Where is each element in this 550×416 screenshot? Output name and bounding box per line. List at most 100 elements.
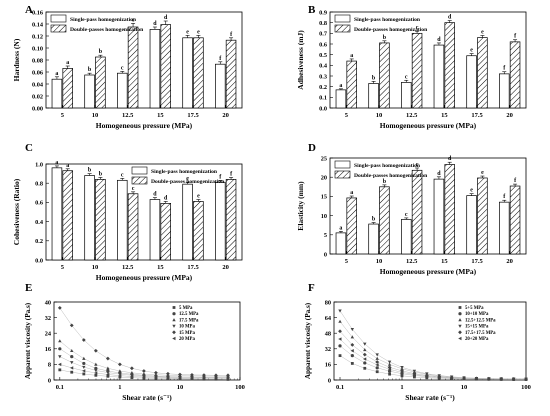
- data-point: [70, 348, 74, 353]
- data-point: [142, 369, 146, 373]
- data-point: [94, 373, 98, 377]
- plot-frame: [333, 301, 527, 381]
- data-point: [458, 330, 462, 335]
- legend-label: 12.5 MPa: [179, 312, 199, 317]
- panel-c: C 0.0 0.2 0.4 0.6 0.8 1.0 5 a a 10 b b 12.5 c c 15 d d 17.5…: [12, 142, 243, 282]
- data-point: [400, 370, 404, 375]
- data-point: [363, 342, 367, 346]
- series-line: [339, 345, 527, 380]
- data-point: [363, 347, 367, 352]
- bar: [215, 181, 226, 261]
- bar: [95, 56, 106, 109]
- x-tick-label: 0.1: [56, 384, 64, 391]
- data-point: [105, 356, 110, 361]
- data-point: [190, 376, 194, 380]
- x-tick-label: 17.5: [187, 264, 199, 271]
- series-line: [59, 307, 228, 376]
- x-tick-label: 5: [345, 258, 349, 265]
- significance-label: f: [503, 194, 506, 200]
- x-tick-label: 15: [157, 264, 164, 271]
- bar: [477, 177, 488, 255]
- data-point: [375, 353, 379, 357]
- bar: [368, 223, 379, 255]
- legend-label: Single-pass homogenization: [354, 163, 421, 169]
- significance-label: c: [121, 65, 124, 71]
- bar: [401, 82, 412, 109]
- significance-label: b: [99, 49, 103, 55]
- x-axis-label: Shear rate (s⁻¹): [122, 393, 172, 402]
- data-point: [58, 362, 62, 367]
- data-point: [82, 356, 86, 360]
- data-point: [350, 362, 354, 365]
- significance-label: d: [448, 156, 452, 162]
- y-tick-label: 1.0: [35, 161, 43, 168]
- y-tick-label: 0.00: [32, 105, 43, 112]
- bar: [51, 78, 63, 109]
- data-point: [363, 366, 367, 370]
- data-point: [511, 377, 516, 381]
- bar: [193, 201, 204, 261]
- legend-label: 15+15 MPa: [465, 325, 489, 330]
- x-tick-label: 10: [376, 258, 383, 265]
- bar: [127, 26, 139, 109]
- data-point: [412, 372, 416, 377]
- data-point: [458, 318, 462, 322]
- y-tick-label: 32: [325, 346, 331, 353]
- x-axis-label: Shear rate (s⁻¹): [405, 393, 455, 402]
- significance-label: a: [66, 163, 69, 169]
- x-tick-label: 15: [157, 112, 164, 119]
- y-tick-label: 0.7: [319, 31, 327, 38]
- data-point: [400, 366, 404, 370]
- significance-label: c: [416, 25, 419, 31]
- x-tick-label: 10: [177, 384, 184, 391]
- legend-label: 15 MPa: [179, 331, 195, 336]
- y-tick-label: 0.6: [35, 200, 43, 207]
- panel-f: F 0 16 32 48 64 80 0.1 1 10 100 Shear rate (s⁻¹) App…: [304, 282, 531, 402]
- bar: [433, 178, 445, 255]
- panel-d: D 0 5 10 15 20 25 5 a a 10 b b 12.5 c c 15 d d 17.5 e e 20 f f Ho…: [296, 142, 527, 276]
- bar: [51, 167, 63, 261]
- bar: [401, 219, 412, 255]
- significance-label: f: [230, 32, 233, 38]
- y-tick-label: 10: [321, 213, 327, 220]
- legend-label: Single-pass homogenization: [151, 169, 218, 175]
- y-tick-label: 0.4: [35, 219, 44, 226]
- significance-label: d: [437, 37, 441, 43]
- panel-letter: D: [308, 142, 316, 154]
- data-point: [118, 372, 122, 376]
- data-point: [449, 376, 454, 380]
- x-axis-label: Homogeneous pressure (MPa): [380, 267, 477, 276]
- data-point: [400, 374, 404, 378]
- data-point: [166, 371, 170, 376]
- x-axis-label: Homogeneous pressure (MPa): [380, 121, 477, 130]
- bar: [160, 203, 171, 261]
- significance-label: b: [88, 168, 92, 174]
- y-tick-label: 0.8: [35, 181, 43, 188]
- significance-label: f: [219, 174, 222, 180]
- data-point: [190, 373, 194, 377]
- legend-swatch: [334, 170, 351, 179]
- data-point: [154, 370, 158, 375]
- data-point: [118, 374, 122, 378]
- data-point: [458, 324, 462, 328]
- bar: [335, 232, 347, 255]
- data-point: [178, 376, 182, 380]
- plot-frame: [45, 163, 243, 261]
- bar: [84, 175, 95, 261]
- series-line: [339, 321, 527, 380]
- y-tick-label: 64: [325, 315, 332, 322]
- data-point: [172, 330, 176, 335]
- x-tick-label: 100: [235, 384, 245, 391]
- data-point: [94, 369, 98, 373]
- legend-swatch: [334, 14, 351, 23]
- y-tick-label: 24: [45, 331, 52, 338]
- plot-frame: [329, 11, 527, 109]
- data-point: [172, 318, 176, 322]
- bar: [149, 199, 161, 261]
- significance-label: a: [350, 190, 353, 196]
- y-axis-label: Hardness (N): [12, 38, 21, 81]
- series-line: [339, 331, 527, 380]
- y-axis-label: Adhesiveness (mJ): [296, 30, 305, 90]
- data-point: [375, 360, 380, 364]
- data-point: [387, 360, 392, 364]
